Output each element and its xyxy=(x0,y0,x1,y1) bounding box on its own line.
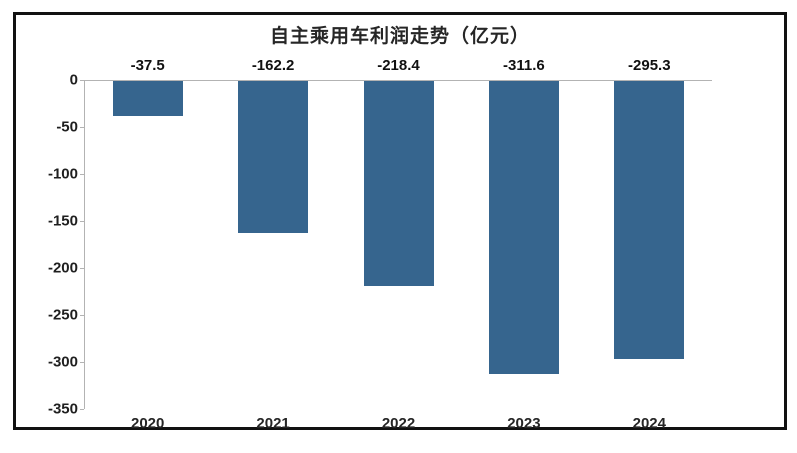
y-tick-label: -250 xyxy=(47,306,78,324)
y-axis-line xyxy=(84,80,85,409)
bar-2023 xyxy=(488,81,559,374)
bar-2021 xyxy=(238,81,309,234)
y-tick-label: -200 xyxy=(47,259,78,277)
y-tick-label: -350 xyxy=(47,400,78,418)
value-label-2020: -37.5 xyxy=(130,57,165,74)
y-tick-mark xyxy=(80,221,84,222)
chart-title: 自主乘用车利润走势（亿元） xyxy=(269,26,530,47)
y-tick-mark xyxy=(80,80,84,81)
x-label-2024: 2024 xyxy=(632,415,666,432)
y-tick-mark xyxy=(80,409,84,410)
value-label-2022: -218.4 xyxy=(377,57,420,74)
y-tick-mark xyxy=(80,268,84,269)
value-label-2021: -162.2 xyxy=(251,57,295,74)
y-tick-mark xyxy=(80,315,84,316)
plot-area: 0 -50 -100 -150 -200 -250 -300 -350 -37.5 -162.2… xyxy=(48,57,712,432)
y-tick-mark xyxy=(80,362,84,363)
value-label-2024: -295.3 xyxy=(628,57,671,74)
x-label-2021: 2021 xyxy=(256,415,290,432)
bar-2024 xyxy=(614,81,685,359)
x-label-2023: 2023 xyxy=(507,415,541,432)
zero-baseline xyxy=(85,80,712,81)
value-label-2023: -311.6 xyxy=(503,57,545,74)
x-label-2022: 2022 xyxy=(381,415,416,432)
y-tick-label: 0 xyxy=(69,71,78,89)
bar-2022 xyxy=(363,81,434,287)
y-tick-label: -300 xyxy=(47,353,78,371)
bar-2020 xyxy=(112,81,183,117)
y-tick-label: -50 xyxy=(56,118,78,136)
y-tick-label: -150 xyxy=(47,212,78,230)
y-tick-label: -100 xyxy=(47,165,78,183)
y-tick-mark xyxy=(80,174,84,175)
y-tick-mark xyxy=(80,127,84,128)
x-label-2020: 2020 xyxy=(131,415,165,432)
